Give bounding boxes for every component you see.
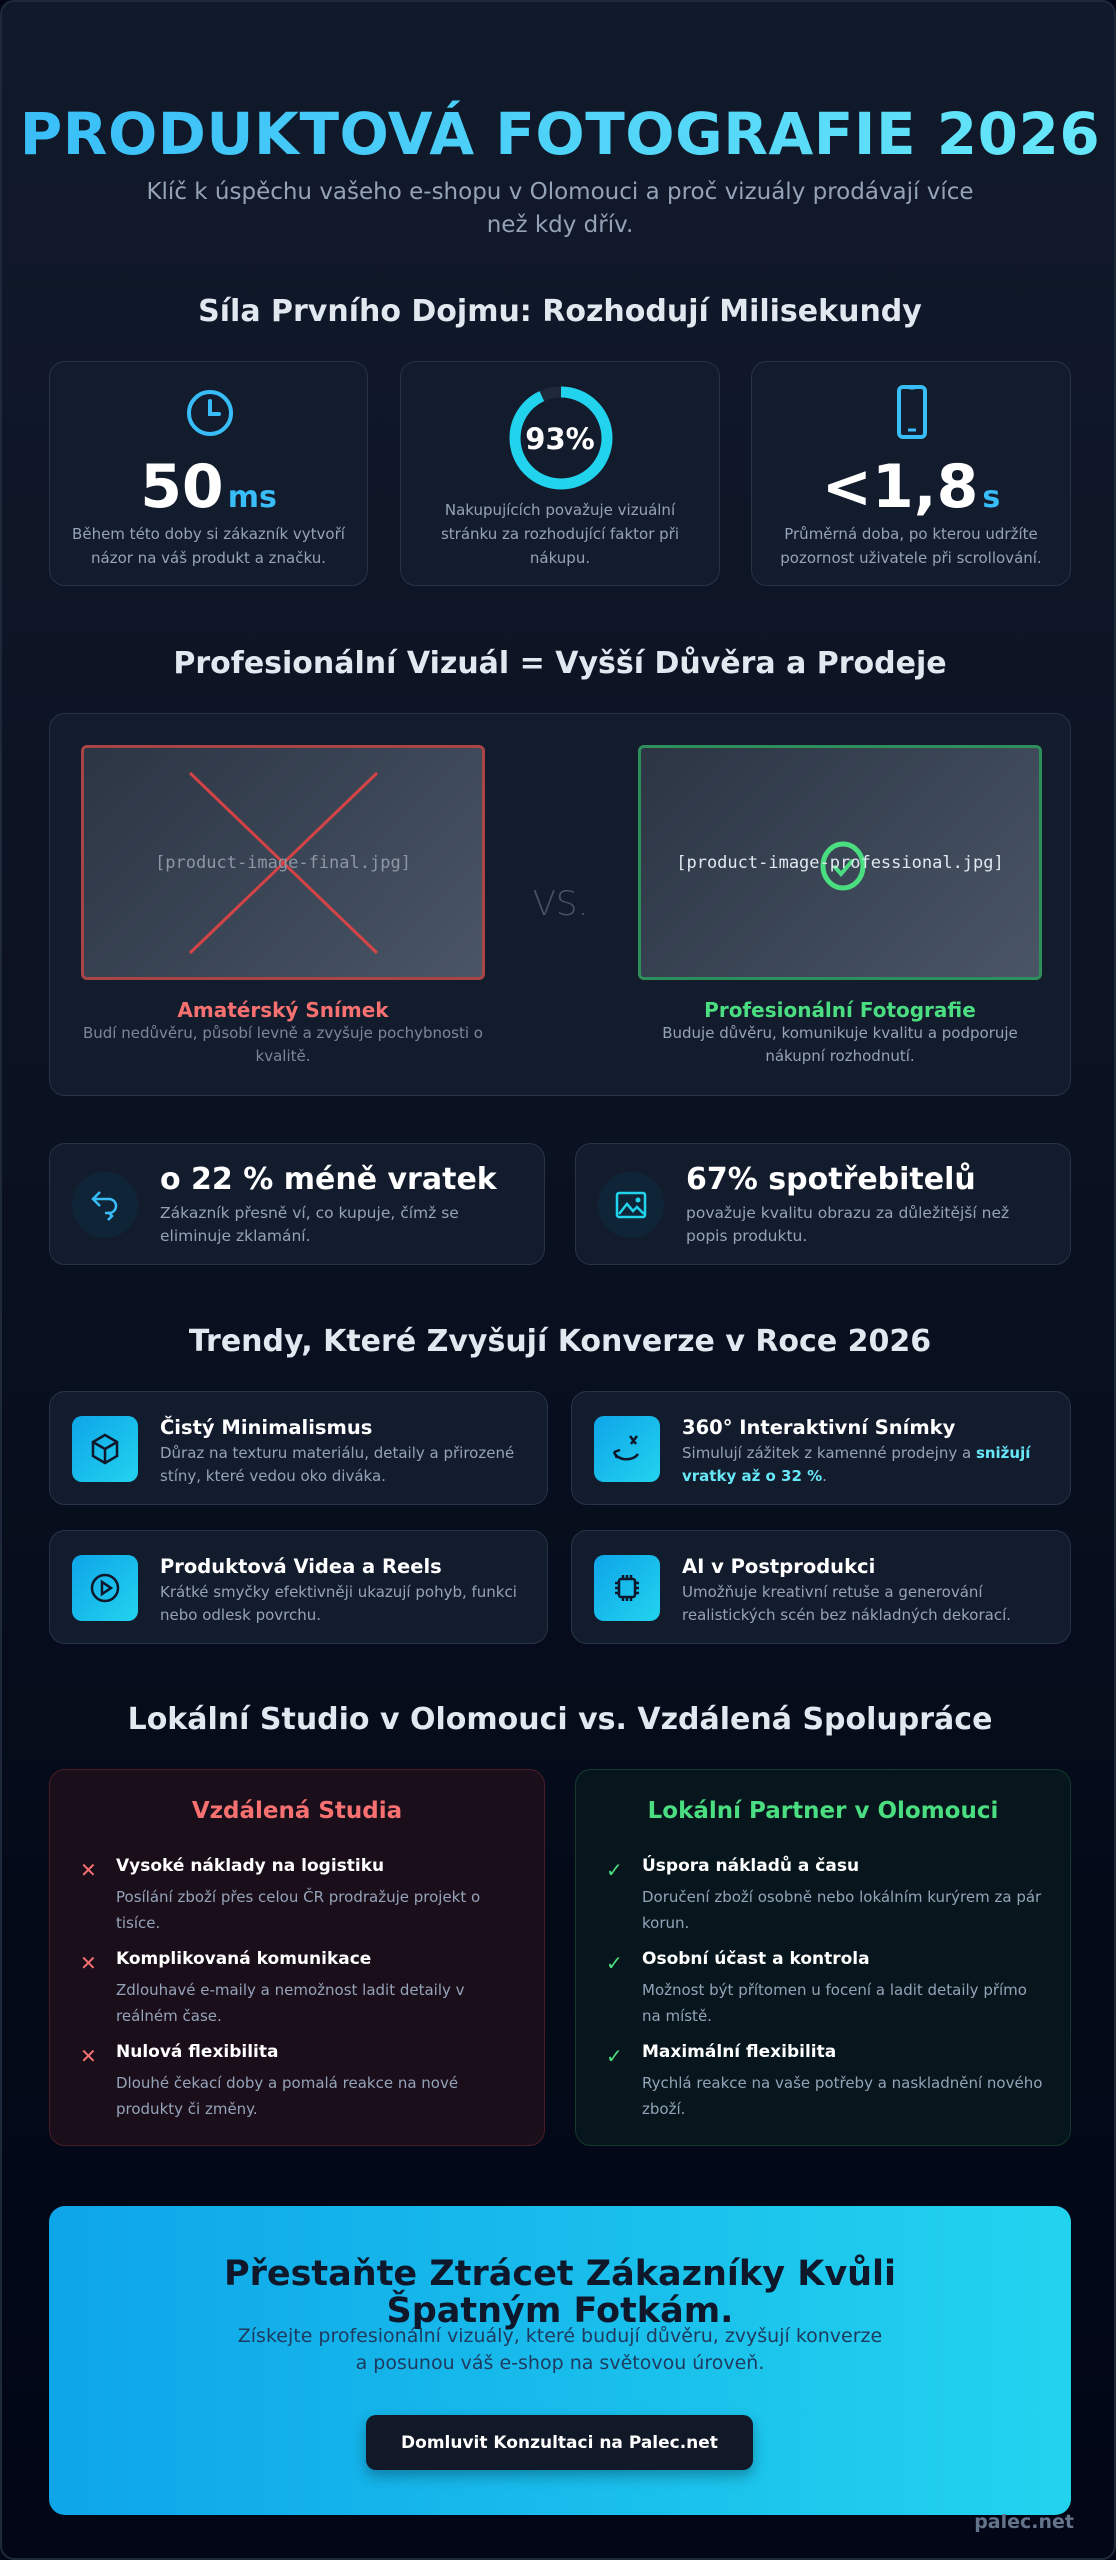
stat-value: <1,8 s	[821, 452, 1001, 522]
check-icon: ✓	[606, 1951, 623, 1975]
trend-desc: Umožňuje kreativní retuše a generování r…	[682, 1583, 1012, 1624]
pro-label: Profesionální Fotografie	[704, 998, 976, 1022]
amateur-desc: Budí nedůvěru, působí levně a zvyšuje po…	[82, 1024, 483, 1065]
trend-card-ai: AI v Postprodukci Umožňuje kreativní ret…	[571, 1530, 1071, 1644]
progress-ring-fill	[509, 386, 613, 490]
stat-value: 93%	[525, 422, 595, 456]
comparison-panel: [product-image-final.jpg] VS. [product-i…	[49, 713, 1071, 1096]
trend-title: Čistý Minimalismus	[160, 1416, 373, 1439]
section-heading-impression: Síla Prvního Dojmu: Rozhodují Milisekund…	[198, 294, 922, 329]
check-circle-icon	[820, 841, 866, 891]
brand-watermark: palec.net	[974, 2511, 1074, 2533]
check-icon: ✓	[606, 2044, 623, 2068]
vs-label: VS.	[532, 884, 589, 924]
section-heading-comparison: Profesionální Vizuál = Vyšší Důvěra a Pr…	[173, 646, 947, 681]
trend-title: Produktová Videa a Reels	[160, 1555, 442, 1578]
stat-desc: Během této doby si zákazník vytvoří názo…	[72, 525, 345, 567]
return-arrow-icon	[72, 1172, 138, 1238]
stat-desc: Nakupujících považuje vizuální stránku z…	[440, 501, 680, 567]
chip-icon	[594, 1555, 660, 1621]
remote-studios-card: Vzdálená Studia ✕ Vysoké náklady na logis…	[49, 1769, 545, 2146]
page-subtitle: Klíč k úspěchu vašeho e-shopu v Olomouci…	[146, 179, 974, 238]
x-icon: ✕	[80, 1858, 97, 1882]
remote-title: Vzdálená Studia	[191, 1798, 403, 1824]
cross-icon	[188, 771, 379, 955]
trend-card-minimalism: Čistý Minimalismus Důraz na texturu mate…	[49, 1391, 548, 1505]
trend-title: AI v Postprodukci	[682, 1555, 876, 1578]
stat-card-1-8s: <1,8 s Průměrná doba, po kterou udržíte p…	[751, 361, 1071, 586]
image-icon	[598, 1172, 664, 1238]
pro-desc: Buduje důvěru, komunikuje kvalitu a podp…	[662, 1024, 1018, 1065]
progress-ring	[509, 386, 613, 490]
consultation-button[interactable]: Domluvit Konzultaci na Palec.net	[366, 2415, 753, 2470]
x-icon: ✕	[80, 1951, 97, 1975]
fact-title: o 22 % méně vratek	[160, 1162, 497, 1197]
clock-icon	[187, 390, 233, 436]
play-icon	[72, 1555, 138, 1621]
section-heading-trends: Trendy, Které Zvyšují Konverze v Roce 20…	[188, 1324, 932, 1359]
trend-desc: Krátké smyčky efektivněji ukazují pohyb,…	[160, 1583, 517, 1624]
trend-title: 360° Interaktivní Snímky	[682, 1416, 956, 1439]
trend-highlight: snižují vratky až o 32 %	[682, 1444, 1031, 1485]
amateur-label: Amatérský Snímek	[177, 998, 389, 1022]
local-partner-card: Lokální Partner v Olomouci ✓ Úspora nákla…	[575, 1769, 1071, 2146]
fact-desc: považuje kvalitu obrazu za důležitější n…	[686, 1204, 1010, 1245]
trend-desc: Důraz na texturu materiálu, detaily a př…	[160, 1444, 515, 1485]
smartphone-icon	[897, 385, 927, 439]
stat-card-93: 93% Nakupujících považuje vizuální strán…	[400, 361, 720, 586]
trend-card-360: 360° Interaktivní Snímky Simulují zážite…	[571, 1391, 1071, 1505]
fact-desc: Zákazník přesně ví, co kupuje, čímž se e…	[160, 1204, 459, 1245]
amateur-image-placeholder: [product-image-final.jpg]	[81, 745, 485, 980]
stat-desc: Průměrná doba, po kterou udržíte pozorno…	[780, 525, 1042, 567]
check-icon: ✓	[606, 1858, 623, 1882]
fact-card-consumers: 67% spotřebitelů považuje kvalitu obrazu…	[575, 1143, 1071, 1265]
stat-value: 50 ms	[140, 452, 277, 522]
pro-image-placeholder: [product-image-professional.jpg]	[638, 745, 1042, 980]
x-icon: ✕	[80, 2044, 97, 2068]
cta-banner: Přestaňte Ztrácet Zákazníky Kvůli Špatný…	[49, 2206, 1071, 2515]
fact-card-returns: o 22 % méně vratek Zákazník přesně ví, c…	[49, 1143, 545, 1265]
trend-card-video: Produktová Videa a Reels Krátké smyčky e…	[49, 1530, 548, 1644]
cta-title: Přestaňte Ztrácet Zákazníky Kvůli Špatný…	[223, 2254, 897, 2331]
fact-title: 67% spotřebitelů	[686, 1162, 976, 1197]
stat-card-50ms: 50 ms Během této doby si zákazník vytvoří…	[49, 361, 368, 586]
trend-desc: Simulují zážitek z kamenné prodejny a sn…	[682, 1444, 1031, 1485]
section-heading-local: Lokální Studio v Olomouci vs. Vzdálená S…	[127, 1702, 993, 1737]
rotate-360-icon	[594, 1416, 660, 1482]
partner-title: Lokální Partner v Olomouci	[647, 1798, 999, 1824]
cube-icon	[72, 1416, 138, 1482]
cta-text: Získejte profesionální vizuály, které bu…	[237, 2325, 883, 2374]
page-title: PRODUKTOVÁ FOTOGRAFIE 2026	[2, 100, 1114, 168]
